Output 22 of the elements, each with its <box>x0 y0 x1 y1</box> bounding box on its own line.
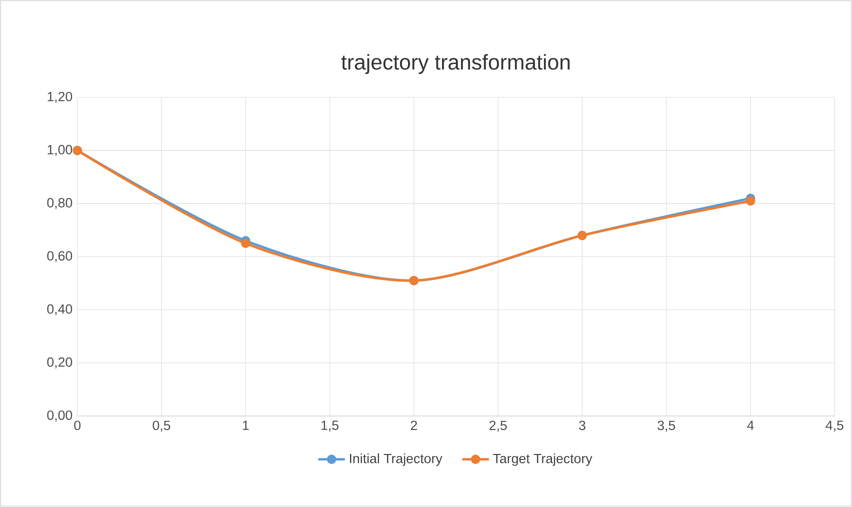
x-tick-label: 1 <box>242 420 249 430</box>
y-tick-label: 0,20 <box>47 358 72 369</box>
y-tick-label: 0,80 <box>47 198 72 210</box>
x-tick-label: 2,5 <box>489 420 507 432</box>
y-tick-label: 0,00 <box>47 410 72 422</box>
point <box>240 238 250 248</box>
x-tick-label: 1,5 <box>322 420 338 432</box>
x-tick-label: 3 <box>579 420 586 430</box>
x-tick-label: 4,5 <box>826 420 844 432</box>
y-tick-label: 0,60 <box>47 251 72 262</box>
x-tick-label: 2 <box>410 420 417 430</box>
x-tick-label: 0,5 <box>152 420 170 432</box>
chart-title: trajectory transformation <box>341 54 570 74</box>
x-tick-label: 3,5 <box>658 420 676 432</box>
y-tick-label: 1,20 <box>48 92 72 104</box>
y-tick-label: 0,40 <box>47 304 72 316</box>
point <box>746 196 756 206</box>
legend-label: Target Trajectory <box>493 454 592 466</box>
legend-label: Initial Trajectory <box>350 454 442 466</box>
x-tick-label: 4 <box>747 420 754 430</box>
x-tick-label: 0 <box>74 420 81 430</box>
y-tick-label: 1,00 <box>48 145 72 156</box>
